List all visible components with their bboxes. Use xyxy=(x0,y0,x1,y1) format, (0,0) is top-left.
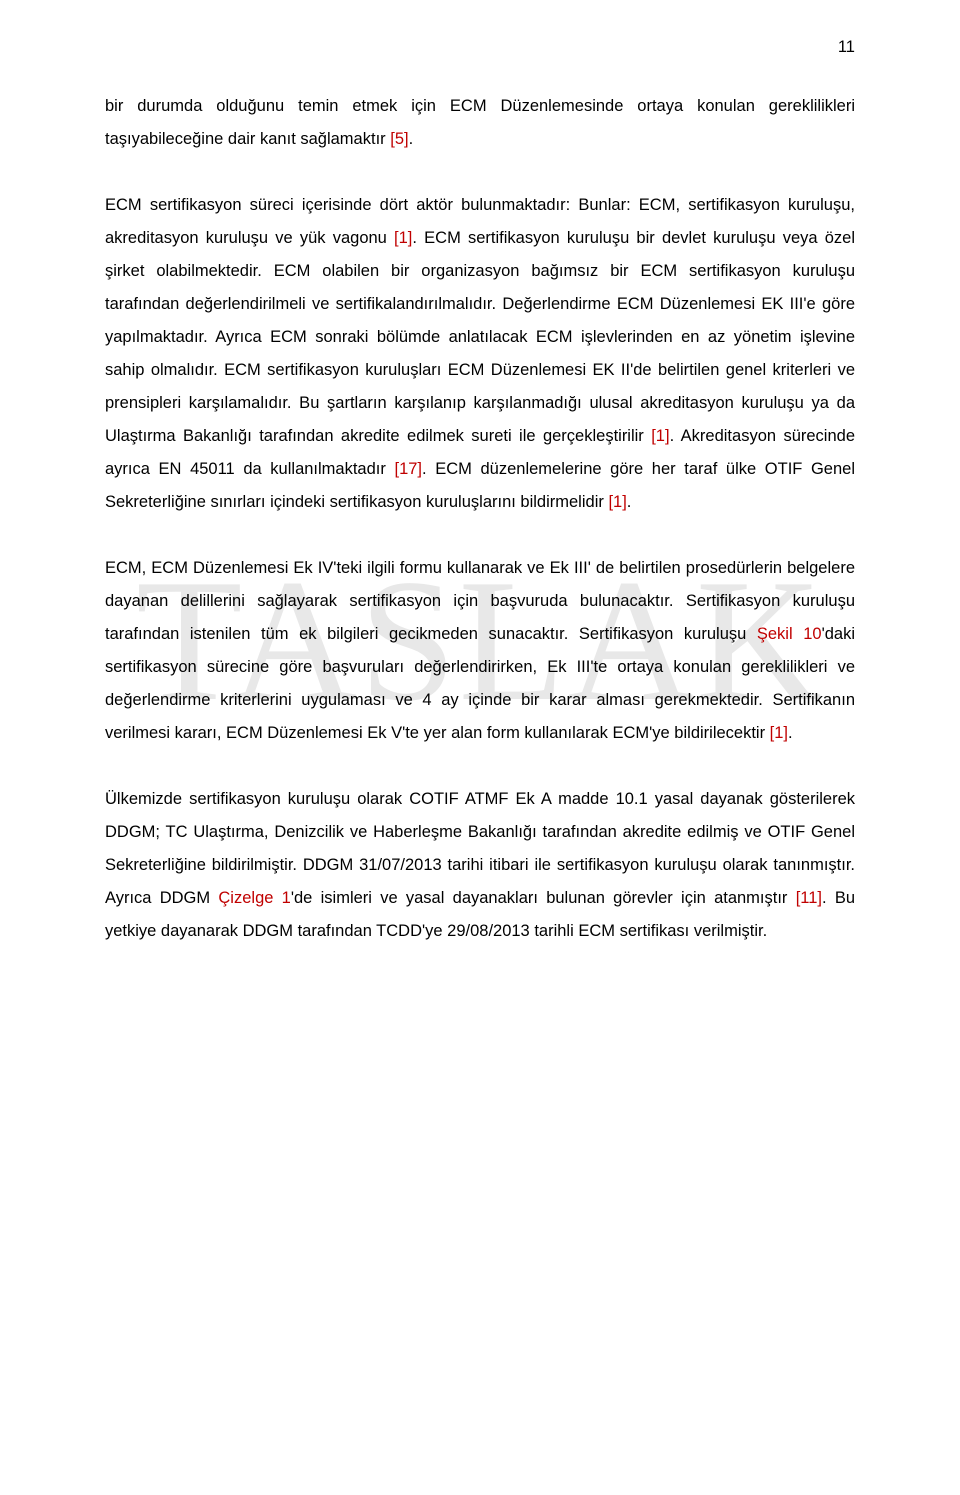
document-body: bir durumda olduğunu temin etmek için EC… xyxy=(105,90,855,948)
paragraph: ECM, ECM Düzenlemesi Ek IV'teki ilgili f… xyxy=(105,552,855,750)
text-run: . ECM sertifikasyon kuruluşu bir devlet … xyxy=(105,229,855,445)
reference: [1] xyxy=(651,427,669,445)
page-number: 11 xyxy=(838,38,855,57)
reference: [17] xyxy=(394,460,422,478)
text-run: ECM, ECM Düzenlemesi Ek IV'teki ilgili f… xyxy=(105,559,855,643)
reference: Şekil 10 xyxy=(757,625,822,643)
text-run: . xyxy=(788,724,793,742)
text-run: . xyxy=(627,493,632,511)
reference: [11] xyxy=(796,889,822,907)
text-run: bir durumda olduğunu temin etmek için EC… xyxy=(105,97,855,148)
paragraph: Ülkemizde sertifikasyon kuruluşu olarak … xyxy=(105,783,855,948)
paragraph: ECM sertifikasyon süreci içerisinde dört… xyxy=(105,189,855,519)
reference: [1] xyxy=(394,229,412,247)
text-run: 'de isimleri ve yasal dayanakları buluna… xyxy=(291,889,796,907)
reference: [1] xyxy=(608,493,626,511)
reference: [5] xyxy=(390,130,408,148)
text-run: . xyxy=(409,130,414,148)
reference: Çizelge 1 xyxy=(218,889,290,907)
paragraph: bir durumda olduğunu temin etmek için EC… xyxy=(105,90,855,156)
reference: [1] xyxy=(770,724,788,742)
